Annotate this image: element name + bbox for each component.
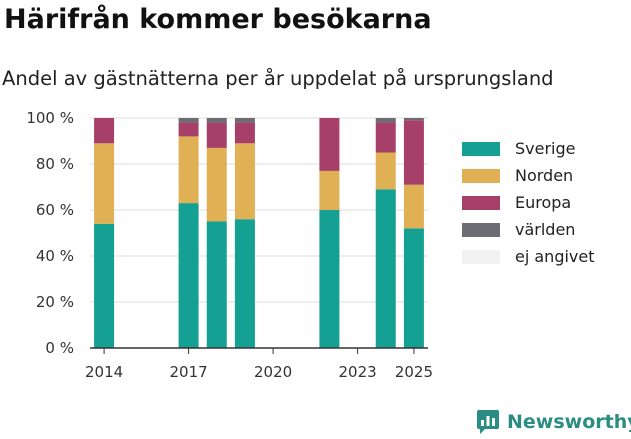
bar-segment-sverige <box>94 223 115 348</box>
legend-item-varlden: världen <box>462 216 595 243</box>
brand-logo: Newsworthy <box>476 409 631 435</box>
y-tick-label: 80 % <box>36 155 74 173</box>
bar-segment-sverige <box>319 210 340 348</box>
bar-segment-norden <box>403 184 424 229</box>
legend-label: ej angivet <box>515 247 595 266</box>
y-tick-label: 60 % <box>36 201 74 219</box>
y-tick-label: 100 % <box>26 109 74 127</box>
bar-segment-varlden <box>206 118 227 123</box>
bar-segment-europa <box>375 122 396 153</box>
bar-segment-norden <box>319 170 340 210</box>
bar-segment-europa <box>206 122 227 148</box>
brand-name: Newsworthy <box>507 411 631 433</box>
bar-segment-europa <box>178 122 199 137</box>
legend-label: Europa <box>515 193 572 212</box>
legend-swatch <box>462 222 500 237</box>
legend-item-ej-angivet: ej angivet <box>462 243 595 270</box>
bar-segment-sverige <box>403 228 424 348</box>
bar-segment-europa <box>403 120 424 185</box>
bar-segment-europa <box>319 118 340 171</box>
x-tick-label: 2014 <box>85 363 123 381</box>
bar-segment-sverige <box>375 189 396 348</box>
x-tick-label: 2017 <box>169 363 207 381</box>
legend-swatch <box>462 195 500 210</box>
legend-item-norden: Norden <box>462 162 595 189</box>
legend-swatch <box>462 249 500 264</box>
bar-segment-sverige <box>178 203 199 348</box>
x-tick-label: 2020 <box>254 363 292 381</box>
bar-segment-norden <box>206 147 227 222</box>
bar-segment-europa <box>94 118 115 144</box>
legend-swatch <box>462 168 500 183</box>
legend-item-sverige: Sverige <box>462 135 595 162</box>
chart-subtitle: Andel av gästnätterna per år uppdelat på… <box>2 67 554 90</box>
legend-label: världen <box>515 220 576 239</box>
bar-segment-norden <box>234 143 255 220</box>
bar-segment-varlden <box>178 118 199 123</box>
legend-item-europa: Europa <box>462 189 595 216</box>
x-tick-label: 2025 <box>395 363 433 381</box>
bar-segment-varlden <box>403 118 424 121</box>
y-tick-label: 0 % <box>45 339 74 357</box>
bar-segment-norden <box>178 136 199 204</box>
bar-segment-norden <box>94 143 115 224</box>
bar-segment-europa <box>234 122 255 144</box>
bar-segment-varlden <box>234 118 255 123</box>
bar-segment-sverige <box>206 221 227 348</box>
bar-segment-sverige <box>234 219 255 348</box>
x-tick-label: 2023 <box>338 363 376 381</box>
newsworthy-logo-icon <box>477 410 499 434</box>
y-tick-label: 20 % <box>36 293 74 311</box>
y-tick-label: 40 % <box>36 247 74 265</box>
legend-label: Sverige <box>515 139 576 158</box>
legend-swatch <box>462 141 500 156</box>
chart-legend: Sverige Norden Europa världen ej angivet <box>462 135 595 270</box>
bar-segment-varlden <box>375 118 396 123</box>
chart-title: Härifrån kommer besökarna <box>4 4 432 35</box>
legend-label: Norden <box>515 166 574 185</box>
bar-segment-norden <box>375 152 396 190</box>
